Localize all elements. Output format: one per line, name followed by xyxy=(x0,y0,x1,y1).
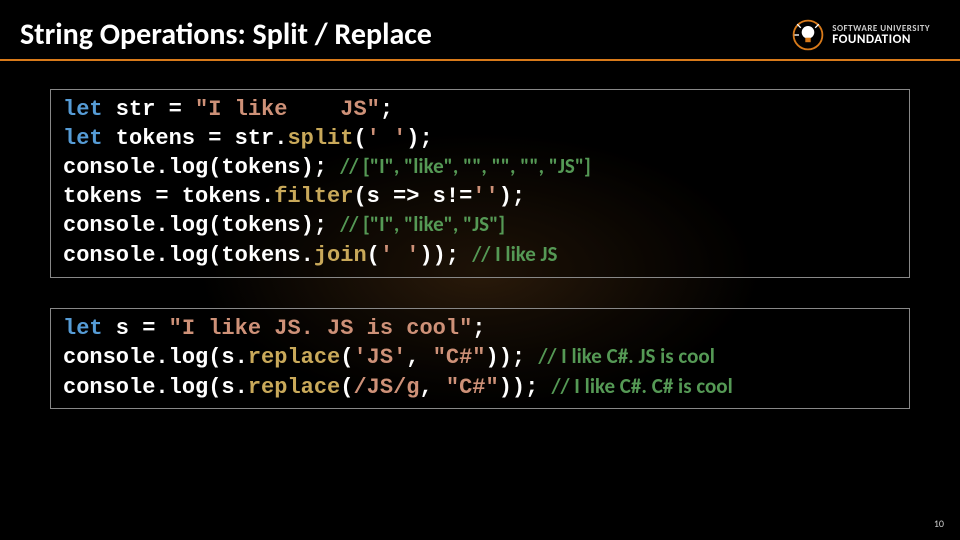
code-line: console.log(tokens); // ["I", "like", "J… xyxy=(63,211,897,241)
logo-line2: FOUNDATION xyxy=(832,33,930,46)
code-block-replace: let s = "I like JS. JS is cool"; console… xyxy=(50,308,910,410)
lightbulb-icon xyxy=(790,17,826,53)
logo-text: SOFTWARE UNIVERSITY FOUNDATION xyxy=(832,24,930,46)
code-line: let str = "I like JS"; xyxy=(63,96,897,125)
code-line: let tokens = str.split(' '); xyxy=(63,125,897,154)
slide-title: String Operations: Split / Replace xyxy=(20,16,432,53)
code-block-split: let str = "I like JS"; let tokens = str.… xyxy=(50,89,910,278)
code-line: tokens = tokens.filter(s => s!=''); xyxy=(63,183,897,212)
logo: SOFTWARE UNIVERSITY FOUNDATION xyxy=(790,17,930,53)
slide-content: let str = "I like JS"; let tokens = str.… xyxy=(0,61,960,409)
code-line: console.log(s.replace('JS', "C#")); // I… xyxy=(63,343,897,373)
page-number: 10 xyxy=(934,517,944,530)
slide-header: String Operations: Split / Replace SOFTW… xyxy=(0,0,960,61)
code-line: let s = "I like JS. JS is cool"; xyxy=(63,315,897,344)
code-line: console.log(tokens); // ["I", "like", ""… xyxy=(63,153,897,183)
code-line: console.log(s.replace(/JS/g, "C#")); // … xyxy=(63,373,897,403)
code-line: console.log(tokens.join(' ')); // I like… xyxy=(63,241,897,271)
